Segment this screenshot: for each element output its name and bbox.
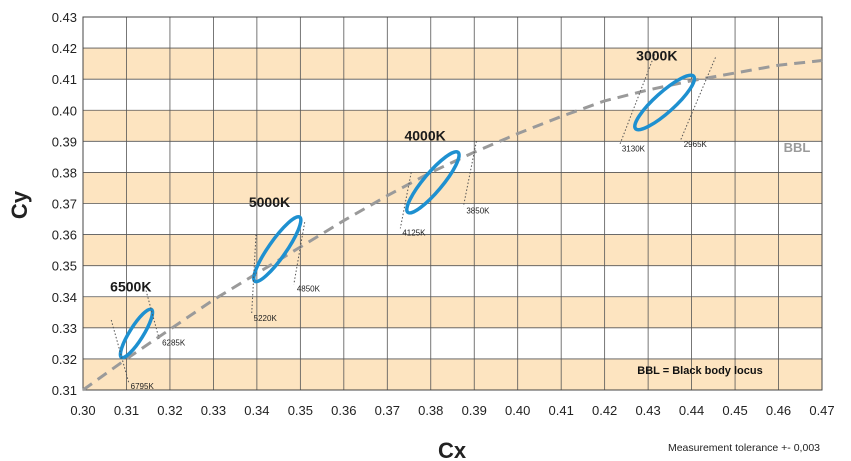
x-tick-label: 0.30	[70, 403, 95, 418]
tolerance-label-right: 6285K	[162, 339, 186, 348]
tolerance-label-right: 2965K	[684, 140, 708, 149]
band-row	[83, 172, 822, 204]
y-tick-label: 0.37	[52, 197, 77, 212]
tolerance-line-left	[251, 234, 257, 314]
x-tick-label: 0.33	[201, 403, 226, 418]
y-tick-label: 0.39	[52, 134, 77, 149]
y-tick-label: 0.40	[52, 103, 77, 118]
tolerance-ellipse	[405, 150, 461, 215]
y-tick-label: 0.36	[52, 228, 77, 243]
x-axis-ticks: 0.30 0.31 0.32 0.33 0.34 0.35 0.36 0.37 0.38 0.39…	[70, 403, 834, 418]
tolerance-label-left: 3130K	[622, 144, 646, 153]
tolerance-line-right	[680, 57, 716, 140]
bbl-legend-note: BBL = Black body locus	[637, 365, 762, 377]
y-tick-label: 0.41	[52, 72, 77, 87]
y-axis-ticks: 0.31 0.32 0.33 0.34 0.35 0.36 0.37 0.38 0.39 0.40…	[52, 10, 77, 398]
tolerance-label-right: 4850K	[297, 284, 321, 293]
x-tick-label: 0.38	[418, 403, 443, 418]
cct-target-3000k: 3130K 2965K 3000K	[619, 48, 716, 153]
x-tick-label: 0.31	[114, 403, 139, 418]
tolerance-line-right	[462, 141, 477, 207]
band-row	[83, 234, 822, 266]
x-tick-label: 0.40	[505, 403, 530, 418]
tolerance-line-left	[619, 54, 656, 145]
cct-label: 6500K	[110, 278, 151, 294]
band-row	[83, 48, 822, 80]
x-tick-label: 0.45	[722, 403, 747, 418]
cct-targets: 6795K 6285K 6500K 5220K 4850K 5000K 4125K 3850K…	[110, 48, 716, 391]
y-tick-label: 0.42	[52, 41, 77, 56]
x-tick-label: 0.42	[592, 403, 617, 418]
y-tick-label: 0.31	[52, 383, 77, 398]
x-tick-label: 0.32	[157, 403, 182, 418]
x-tick-label: 0.46	[766, 403, 791, 418]
x-tick-label: 0.36	[331, 403, 356, 418]
bbl-label: BBL	[784, 140, 811, 155]
y-tick-label: 0.34	[52, 290, 77, 305]
y-tick-label: 0.43	[52, 10, 77, 25]
bbl-curve-group: BBL	[82, 59, 823, 392]
cct-label: 5000K	[249, 194, 290, 210]
band-row	[83, 110, 822, 142]
band-row	[83, 296, 822, 328]
bbl-curve	[82, 59, 823, 392]
y-axis-title: Cy	[7, 190, 32, 219]
tolerance-line-right	[145, 290, 160, 339]
y-tick-label: 0.32	[52, 352, 77, 367]
tolerance-label-left: 5220K	[254, 314, 278, 323]
y-tick-label: 0.38	[52, 165, 77, 180]
x-tick-label: 0.47	[809, 403, 834, 418]
x-tick-label: 0.43	[635, 403, 660, 418]
x-tick-label: 0.34	[244, 403, 269, 418]
cct-target-6500k: 6795K 6285K 6500K	[110, 278, 186, 391]
x-tick-label: 0.35	[288, 403, 313, 418]
cct-target-4000k: 4125K 3850K 4000K	[399, 127, 490, 237]
tolerance-label-left: 6795K	[131, 382, 155, 391]
tolerance-line-left	[399, 172, 412, 229]
cct-label: 3000K	[636, 48, 677, 64]
tolerance-label-left: 4125K	[402, 228, 426, 237]
tolerance-ellipse	[633, 73, 697, 132]
tolerance-line-left	[110, 319, 130, 383]
cct-label: 4000K	[404, 127, 445, 143]
band-row	[83, 358, 822, 390]
grid-lines	[82, 16, 823, 391]
tolerance-ellipse	[252, 215, 303, 284]
x-tick-label: 0.44	[679, 403, 704, 418]
plot-border	[82, 16, 823, 391]
measurement-tolerance-note: Measurement tolerance +- 0,003	[668, 442, 820, 454]
y-tick-label: 0.33	[52, 321, 77, 336]
x-tick-label: 0.37	[375, 403, 400, 418]
x-axis-title: Cx	[438, 438, 467, 461]
tolerance-label-right: 3850K	[466, 207, 490, 216]
cct-target-5000k: 5220K 4850K 5000K	[249, 194, 321, 323]
tolerance-line-right	[293, 222, 306, 285]
x-tick-label: 0.39	[462, 403, 487, 418]
y-tick-label: 0.35	[52, 259, 77, 274]
x-tick-label: 0.41	[549, 403, 574, 418]
